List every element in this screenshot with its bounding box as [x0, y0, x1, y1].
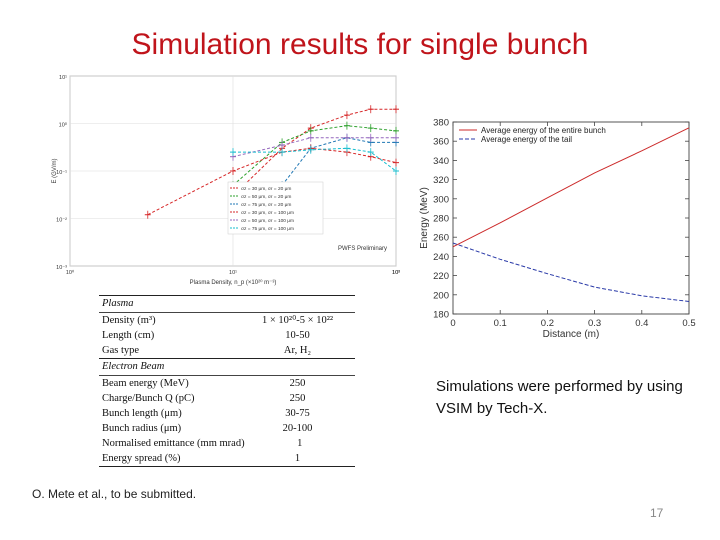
y-tick-label: 10¹ [59, 75, 67, 81]
table-label: Density (m³) [102, 315, 156, 326]
y-tick-label: 180 [433, 310, 449, 321]
y-tick-label: 360 [433, 137, 449, 148]
table-value: 1 × 10²⁰-5 × 10²² [262, 315, 333, 326]
table-top-rule [99, 295, 355, 296]
y-tick-label: 300 [433, 194, 449, 205]
legend-label: σz = 50 μm, σr = 100 μm [241, 218, 294, 224]
table-label: Normalised emittance (mm mrad) [102, 438, 245, 449]
table-row: Beam energy (MeV) 250 [99, 376, 355, 391]
table-rule [99, 375, 355, 376]
legend-label: σz = 30 μm, σr = 20 μm [241, 186, 291, 192]
x-tick-label: 0.4 [635, 318, 648, 329]
x-tick-label: 0.1 [494, 318, 507, 329]
table-label: Bunch radius (μm) [102, 423, 182, 434]
chart-annotation: PWFS Preliminary [338, 246, 387, 252]
legend-label: Average energy of the tail [481, 135, 572, 144]
y-axis-label: E (GV/m) [52, 158, 58, 183]
series-line [281, 137, 396, 186]
table-value: 1 [294, 453, 301, 464]
y-tick-label: 240 [433, 252, 449, 263]
parameter-table: Plasma Density (m³) 1 × 10²⁰-5 × 10²² Le… [99, 295, 355, 477]
x-axis-label: Distance (m) [543, 329, 600, 340]
table-row: Density (m³) 1 × 10²⁰-5 × 10²² [99, 313, 355, 328]
table-value: 250 [289, 378, 306, 389]
legend-box [227, 181, 324, 235]
y-tick-label: 10⁻³ [56, 265, 67, 271]
y-tick-label: 10⁻¹ [56, 170, 67, 176]
legend-label: σz = 75 μm, σr = 20 μm [241, 202, 291, 208]
table-section-heading: Electron Beam [102, 361, 165, 372]
series-line [452, 242, 690, 302]
y-tick-label: 200 [433, 290, 449, 301]
series-line [232, 108, 396, 197]
table-row: Energy spread (%) 1 [99, 451, 355, 466]
x-tick-label: 10⁰ [66, 269, 75, 276]
table-value: 250 [289, 393, 306, 404]
table-value: 20-100 [282, 423, 313, 434]
table-bottom-rule [99, 466, 355, 467]
table-value: Ar, H₂ [283, 345, 312, 356]
y-tick-label: 280 [433, 214, 449, 225]
table-row: Gas type Ar, H₂ [99, 343, 355, 358]
x-axis-label: Plasma Density, n_p (×10²⁰ m⁻³) [190, 279, 277, 286]
table-label: Gas type [102, 345, 140, 356]
x-tick-label: 0.3 [588, 318, 601, 329]
table-label: Beam energy (MeV) [102, 378, 189, 389]
table-label: Length (cm) [102, 330, 155, 341]
y-tick-label: 320 [433, 175, 449, 186]
x-tick-label: 10¹ [229, 270, 237, 276]
citation: O. Mete et al., to be submitted. [32, 487, 197, 501]
legend-label: σz = 50 μm, σr = 20 μm [241, 194, 291, 200]
table-label: Charge/Bunch Q (pC) [102, 393, 195, 404]
table-rule [99, 358, 355, 359]
table-row: Bunch length (μm) 30-75 [99, 406, 355, 421]
series-line [233, 147, 397, 172]
table-value: 1 [297, 438, 303, 449]
table-row: Charge/Bunch Q (pC) 250 [99, 391, 355, 406]
legend-label: Average energy of the entire bunch [481, 126, 606, 135]
y-tick-label: 10⁰ [59, 122, 68, 129]
y-axis-label: Energy (MeV) [419, 187, 430, 249]
page-number: 17 [650, 506, 664, 520]
field-vs-density-chart: 10⁻³ 10⁻² 10⁻¹ 10⁰ 10¹ 10⁰ 10¹ 10² 10³ Plasma Den… [48, 70, 408, 292]
y-tick-label: 220 [433, 271, 449, 282]
legend-label: σz = 75 μm, σr = 100 μm [241, 226, 294, 232]
y-tick-label: 260 [433, 233, 449, 244]
table-label: Energy spread (%) [102, 453, 181, 464]
plot-area [452, 121, 690, 315]
table-label: Bunch length (μm) [102, 408, 182, 419]
slide-title: Simulation results for single bunch [131, 28, 589, 61]
table-row: Normalised emittance (mm mrad) 1 [99, 436, 355, 451]
simulation-description: Simulations were performed by using VSIM… [436, 378, 683, 417]
x-tick-label: 0.2 [541, 318, 554, 329]
x-tick-label: 10³ [392, 270, 400, 276]
legend-label: σz = 30 μm, σr = 100 μm [241, 210, 294, 216]
x-tick-label: 10² [392, 270, 400, 276]
y-tick-label: 340 [433, 156, 449, 167]
table-row: Length (cm) 10-50 [99, 328, 355, 343]
energy-vs-distance-svg: 180 200 220 240 260 280 300 320 340 360 380 0 0.1 0.2… [419, 118, 696, 341]
series-line [232, 125, 397, 186]
y-tick-label: 380 [433, 118, 449, 129]
energy-vs-distance-chart: 180 200 220 240 260 280 300 320 340 360 380 0 0.1 0.2… [413, 110, 705, 340]
x-tick-label: 0.5 [682, 318, 695, 329]
table-rule [99, 312, 355, 313]
table-row: Bunch radius (μm) 20-100 [99, 421, 355, 436]
table-section-heading: Plasma [102, 298, 134, 309]
table-value: 30-75 [285, 408, 310, 419]
series-line [452, 127, 690, 248]
table-value: 10-50 [285, 330, 310, 341]
y-tick-label: 10⁻² [56, 218, 67, 224]
x-tick-label: 0 [450, 318, 455, 329]
series-line [232, 137, 396, 158]
